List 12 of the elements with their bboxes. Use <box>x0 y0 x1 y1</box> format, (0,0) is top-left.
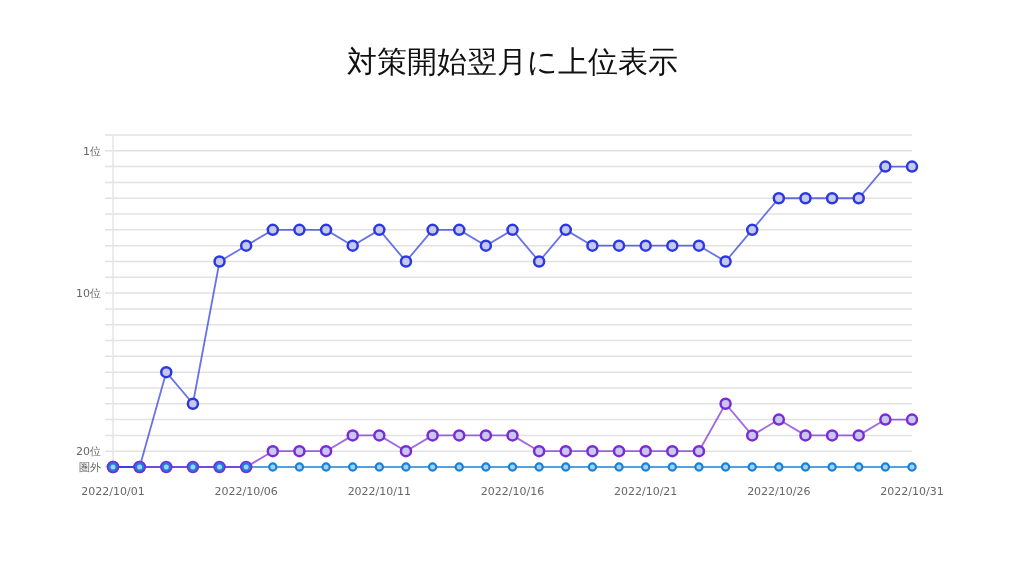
chart-title: 対策開始翌月に上位表示 <box>346 44 678 79</box>
y-tick-label: 10位 <box>76 287 101 301</box>
x-tick-label: 2022/10/31 <box>880 485 944 498</box>
y-tick-label: 20位 <box>76 445 101 459</box>
x-tick-label: 2022/10/01 <box>81 485 145 498</box>
x-tick-label: 2022/10/11 <box>347 485 412 498</box>
x-tick-label: 2022/10/06 <box>214 485 278 498</box>
x-tick-label: 2022/10/21 <box>613 485 678 498</box>
x-tick-label: 2022/10/16 <box>480 485 545 498</box>
x-tick-label: 2022/10/26 <box>747 485 811 498</box>
y-tick-label: 圏外 <box>79 461 101 474</box>
y-tick-label: 1位 <box>83 144 101 158</box>
